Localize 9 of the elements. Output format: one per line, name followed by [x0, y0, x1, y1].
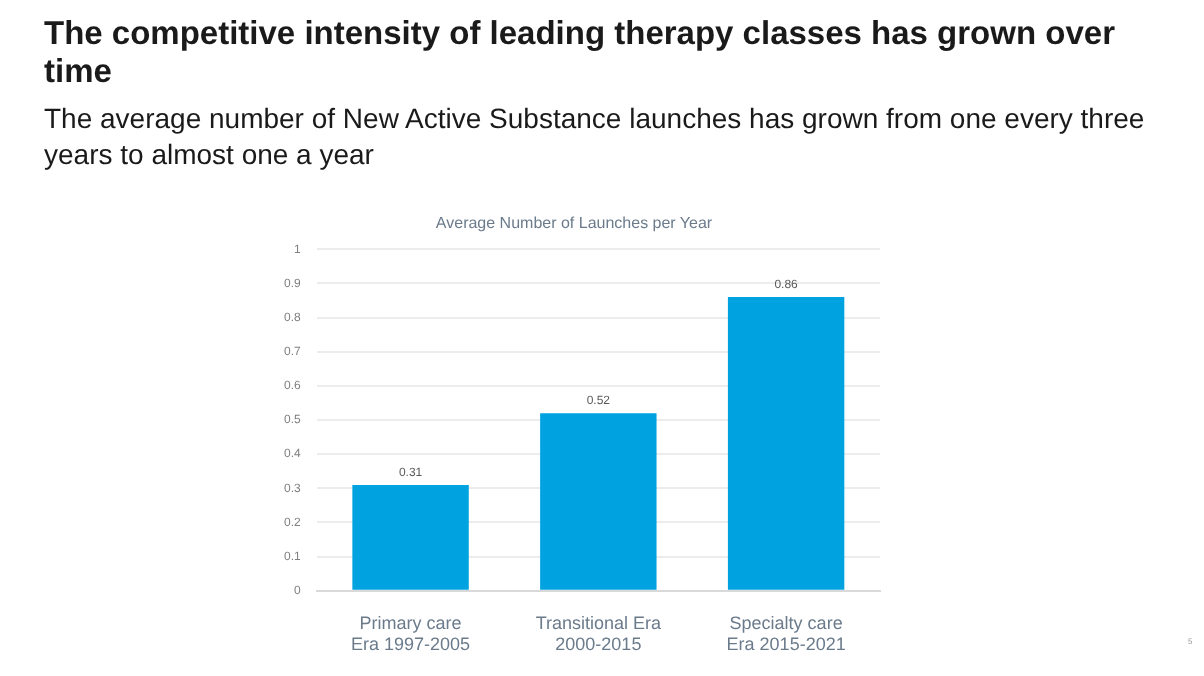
chart-subtitle: The competitive intensity of leading therapy classes has grown over time [44, 16, 1117, 92]
x-tick-label: Primary care Era 1997-2005 [351, 612, 471, 655]
bar [727, 297, 845, 590]
chart-title: Average Number of Launches per Year [435, 214, 713, 233]
x-tick-label: Transitional Era 2000-2015 [535, 612, 662, 655]
text: The average number of New Active Substance launches has grown from one every three years to almost one a year [44, 100, 1147, 172]
bar [352, 484, 469, 590]
x-tick-label: Specialty care Era 2015-2021 [726, 612, 846, 655]
bar [540, 413, 657, 590]
